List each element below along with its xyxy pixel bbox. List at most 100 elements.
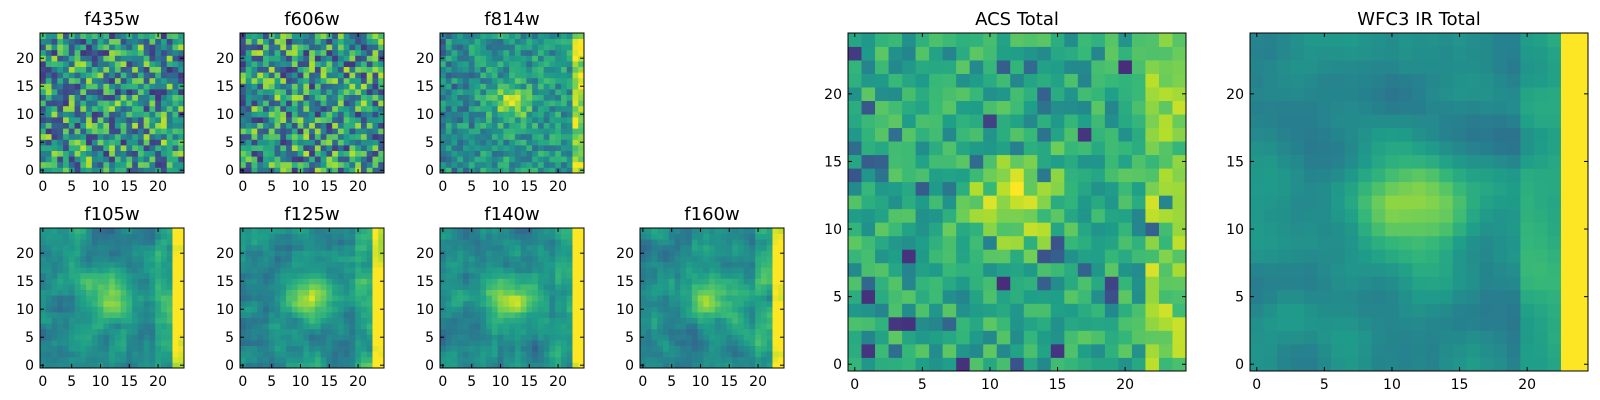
heatmap-cell bbox=[172, 55, 179, 62]
heatmap-cell bbox=[45, 306, 52, 313]
heatmap-cell bbox=[445, 133, 452, 140]
heatmap-cell bbox=[303, 89, 310, 95]
heatmap-cell bbox=[263, 145, 270, 151]
heatmap-cell bbox=[566, 250, 573, 257]
heatmap-cell bbox=[714, 340, 722, 346]
heatmap-cell bbox=[240, 300, 247, 307]
heatmap-cell bbox=[888, 343, 903, 358]
heatmap-cell bbox=[451, 145, 458, 151]
heatmap-cell bbox=[149, 55, 156, 62]
heatmap-cell bbox=[697, 256, 704, 262]
heatmap-cell bbox=[772, 261, 779, 268]
heatmap-cell bbox=[668, 250, 675, 257]
heatmap-cell bbox=[491, 72, 498, 79]
heatmap-cell bbox=[474, 55, 481, 62]
heatmap-cell bbox=[440, 61, 447, 67]
heatmap-cell bbox=[349, 272, 356, 279]
heatmap-cell bbox=[251, 267, 258, 274]
heatmap-cell bbox=[555, 117, 562, 123]
heatmap-cell bbox=[120, 111, 127, 118]
heatmap-cell bbox=[532, 77, 539, 84]
heatmap-cell bbox=[114, 256, 122, 262]
heatmap-cell bbox=[74, 323, 81, 330]
heatmap-cell bbox=[1131, 289, 1146, 304]
heatmap-cell bbox=[560, 128, 568, 135]
y-tick-label: 0 bbox=[625, 358, 634, 374]
heatmap-cell bbox=[309, 105, 316, 112]
heatmap-cell bbox=[366, 233, 373, 240]
heatmap-cell bbox=[555, 161, 562, 168]
heatmap-cell bbox=[355, 233, 362, 240]
heatmap-cell bbox=[772, 340, 779, 346]
heatmap-cell bbox=[1010, 316, 1025, 331]
heatmap-cell bbox=[343, 77, 350, 84]
heatmap-cell bbox=[726, 340, 733, 346]
heatmap-cell bbox=[514, 77, 522, 84]
heatmap-cell bbox=[240, 133, 247, 140]
heatmap-cell bbox=[314, 33, 322, 39]
heatmap-cell bbox=[45, 55, 52, 62]
heatmap-cell bbox=[1104, 330, 1119, 345]
heatmap-cell bbox=[578, 128, 585, 135]
heatmap-cell bbox=[680, 256, 687, 262]
heatmap-cell bbox=[155, 156, 162, 163]
heatmap-cell bbox=[132, 362, 139, 369]
heatmap-cell bbox=[445, 323, 452, 330]
heatmap-cell bbox=[80, 133, 87, 140]
heatmap-cell bbox=[97, 345, 104, 352]
heatmap-cell bbox=[172, 139, 179, 146]
heatmap-cell bbox=[320, 77, 327, 84]
heatmap-cell bbox=[263, 117, 270, 123]
heatmap-cell bbox=[291, 300, 298, 307]
heatmap-cell bbox=[720, 272, 727, 279]
heatmap-cell bbox=[537, 33, 545, 39]
heatmap-cell bbox=[737, 317, 745, 324]
heatmap-cell bbox=[372, 150, 379, 157]
heatmap-cell bbox=[1118, 249, 1133, 264]
heatmap-cell bbox=[578, 345, 585, 352]
heatmap-cell bbox=[520, 295, 527, 302]
heatmap-cell bbox=[560, 49, 568, 56]
heatmap-cell bbox=[91, 100, 98, 107]
heatmap-cell bbox=[1145, 330, 1160, 345]
heatmap-cell bbox=[451, 150, 458, 157]
heatmap-cell bbox=[983, 303, 998, 318]
heatmap-cell bbox=[532, 61, 539, 67]
heatmap-cell bbox=[468, 128, 475, 135]
heatmap-cell bbox=[280, 250, 287, 257]
heatmap-cell bbox=[674, 250, 681, 257]
heatmap-cell bbox=[743, 278, 750, 285]
heatmap-cell bbox=[491, 261, 498, 268]
heatmap-cell bbox=[714, 334, 722, 341]
heatmap-cell bbox=[709, 323, 716, 330]
heatmap-cell bbox=[172, 145, 179, 151]
heatmap-cell bbox=[691, 362, 698, 369]
heatmap-cell bbox=[514, 122, 522, 129]
heatmap-cell bbox=[749, 267, 756, 274]
heatmap-cell bbox=[268, 156, 275, 163]
heatmap-cell bbox=[86, 261, 93, 268]
heatmap-cell bbox=[63, 328, 70, 335]
heatmap-cell bbox=[760, 334, 768, 341]
heatmap-cell bbox=[560, 233, 568, 240]
heatmap-cell bbox=[445, 55, 452, 62]
heatmap-cell bbox=[668, 328, 675, 335]
heatmap-cell bbox=[640, 328, 647, 335]
heatmap-cell bbox=[578, 284, 585, 290]
heatmap-cell bbox=[537, 317, 545, 324]
heatmap-cell bbox=[314, 295, 322, 302]
heatmap-cell bbox=[349, 105, 356, 112]
heatmap-cell bbox=[45, 111, 52, 118]
heatmap-cell bbox=[440, 133, 447, 140]
heatmap-cell bbox=[45, 228, 52, 234]
heatmap-cell bbox=[57, 122, 64, 129]
heatmap-cell bbox=[848, 168, 862, 183]
heatmap-cell bbox=[343, 328, 350, 335]
heatmap-cell bbox=[1145, 195, 1160, 210]
y-tick-label: 10 bbox=[416, 302, 434, 318]
heatmap-cell bbox=[1145, 357, 1160, 372]
heatmap-cell bbox=[451, 272, 458, 279]
heatmap-cell bbox=[155, 94, 162, 101]
heatmap-cell bbox=[378, 66, 385, 73]
